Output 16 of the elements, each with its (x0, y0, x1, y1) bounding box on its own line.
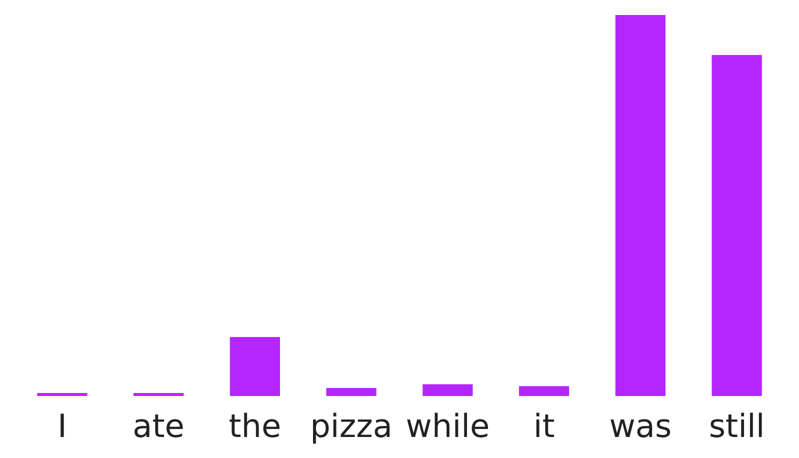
x-tick-label: pizza (310, 407, 393, 445)
bar (134, 392, 184, 396)
x-tick-label: I (57, 407, 67, 445)
x-tick-label: still (708, 407, 765, 445)
bar (422, 384, 473, 396)
bar (615, 15, 666, 396)
bar (326, 388, 376, 396)
x-tick-label: was (609, 407, 672, 445)
x-tick-label: ate (132, 407, 184, 445)
x-tick-label: the (228, 407, 282, 445)
x-tick-label: while (406, 407, 490, 445)
x-tick-label: it (533, 407, 555, 445)
bar (519, 386, 570, 396)
bar (230, 336, 280, 396)
bar (712, 55, 762, 396)
bar (37, 392, 88, 396)
